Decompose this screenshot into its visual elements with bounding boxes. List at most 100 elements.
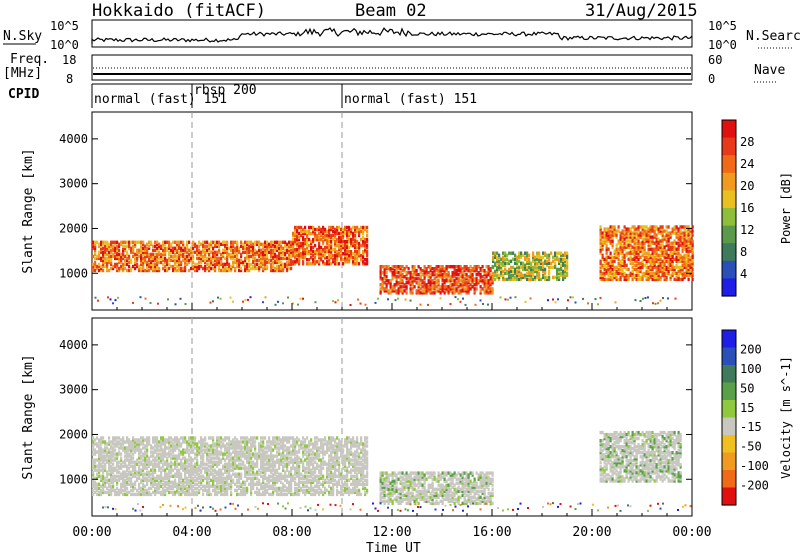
data-cell — [226, 242, 229, 246]
data-cell — [246, 456, 249, 460]
data-cell — [212, 254, 215, 259]
data-cell — [298, 262, 301, 266]
data-cell — [106, 454, 109, 458]
data-cell — [457, 291, 460, 295]
data-cell — [226, 240, 229, 244]
data-cell — [94, 264, 97, 269]
data-cell — [96, 450, 99, 454]
data-cell — [164, 448, 167, 452]
data-cell — [122, 240, 125, 244]
data-cell — [140, 448, 143, 452]
data-cell — [296, 254, 299, 258]
data-cell — [393, 271, 396, 275]
data-cell — [92, 240, 95, 244]
data-cell — [423, 277, 426, 281]
data-cell — [534, 263, 537, 267]
data-cell — [599, 239, 602, 243]
data-cell — [435, 269, 438, 273]
data-cell — [683, 227, 686, 231]
data-cell — [328, 233, 331, 238]
data-cell — [202, 250, 205, 254]
data-cell — [174, 480, 177, 484]
data-cell — [276, 256, 279, 261]
data-cell — [534, 269, 537, 274]
data-cell — [250, 446, 253, 450]
data-cell — [216, 450, 219, 454]
data-cell — [540, 265, 543, 270]
data-cell — [110, 464, 113, 468]
data-cell — [457, 279, 460, 283]
data-cell — [130, 442, 133, 446]
data-cell — [242, 452, 245, 456]
data-cell — [401, 291, 404, 295]
data-cell — [236, 240, 239, 244]
data-cell — [494, 277, 497, 282]
data-cell — [220, 478, 223, 482]
data-cell — [685, 255, 688, 259]
data-cell — [629, 271, 632, 276]
data-cell — [651, 251, 654, 255]
data-cell — [244, 256, 247, 261]
data-cell — [190, 476, 193, 480]
data-cell — [92, 476, 95, 480]
data-cell — [348, 239, 351, 244]
data-cell — [168, 250, 171, 254]
data-cell — [639, 235, 642, 239]
data-cell — [518, 271, 521, 276]
data-cell — [179, 297, 182, 300]
data-cell — [104, 240, 107, 244]
data-cell — [144, 458, 147, 462]
data-cell — [214, 476, 217, 480]
data-cell — [214, 470, 217, 474]
data-cell — [244, 480, 247, 484]
data-cell — [605, 231, 608, 235]
data-cell — [330, 254, 333, 258]
data-cell — [564, 271, 567, 276]
data-cell — [483, 271, 486, 275]
data-cell — [544, 253, 547, 257]
data-cell — [174, 266, 177, 271]
data-cell — [268, 468, 271, 472]
data-cell — [487, 281, 490, 285]
data-cell — [437, 281, 440, 285]
data-cell — [611, 235, 614, 239]
data-cell — [174, 448, 177, 452]
data-cell — [387, 267, 390, 271]
data-cell — [102, 480, 105, 484]
data-cell — [334, 239, 337, 244]
data-cell — [180, 450, 183, 454]
data-cell — [98, 466, 101, 470]
data-cell — [128, 254, 131, 259]
data-cell — [360, 225, 363, 230]
data-cell — [142, 264, 145, 269]
data-cell — [216, 476, 219, 480]
data-cell — [288, 240, 291, 244]
data-cell — [120, 464, 123, 468]
data-cell — [605, 243, 608, 247]
data-cell — [136, 262, 139, 267]
data-cell — [134, 472, 137, 476]
data-cell — [649, 231, 652, 235]
data-cell — [240, 476, 243, 480]
data-cell — [445, 273, 448, 277]
data-cell — [122, 252, 125, 257]
data-cell — [232, 456, 235, 460]
data-cell — [467, 275, 470, 279]
data-cell — [146, 242, 149, 246]
data-cell — [362, 262, 365, 266]
data-cell — [510, 277, 513, 282]
data-cell — [657, 239, 660, 243]
data-cell — [120, 476, 123, 480]
data-cell — [230, 452, 233, 456]
data-cell — [393, 273, 396, 277]
data-cell — [661, 271, 664, 276]
data-cell — [691, 243, 694, 247]
data-cell — [463, 281, 466, 285]
data-cell — [340, 241, 343, 246]
data-cell — [236, 472, 239, 476]
data-cell — [625, 277, 628, 282]
data-cell — [148, 470, 151, 474]
data-cell — [487, 285, 490, 289]
data-cell — [399, 273, 402, 277]
data-cell — [218, 484, 221, 488]
